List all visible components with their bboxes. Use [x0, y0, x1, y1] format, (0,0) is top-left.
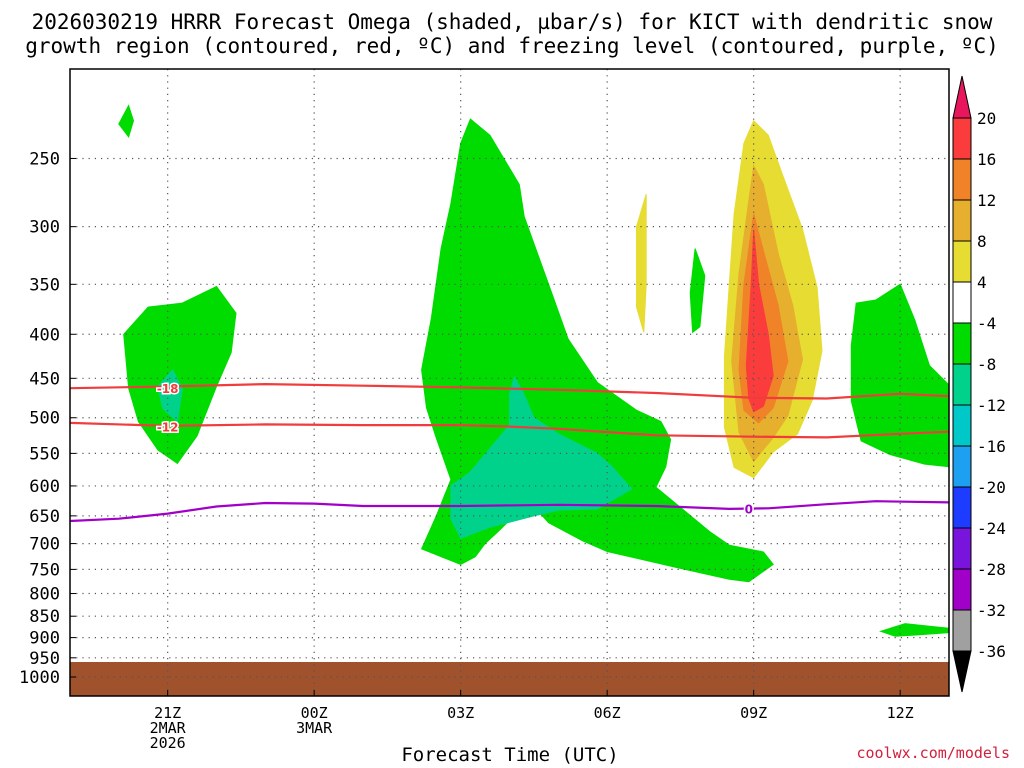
y-tick-label-300: 300	[29, 218, 60, 238]
credit-text: coolwx.com/models	[856, 744, 1010, 762]
colorbar-swatch-9	[952, 486, 972, 529]
colorbar-swatch-3	[952, 240, 972, 283]
y-tick-label-250: 250	[29, 149, 60, 169]
omega-region-6	[157, 369, 183, 423]
colorbar-label-8: -16	[977, 437, 1006, 456]
y-tick-label-800: 800	[29, 585, 60, 605]
chart-title-line-1: 2026030219 HRRR Forecast Omega (shaded, …	[31, 10, 993, 34]
colorbar-swatch-8	[952, 445, 972, 488]
omega-region-5	[878, 623, 949, 637]
x-tick-label-36-0: 12Z	[887, 704, 914, 722]
colorbar-swatch-5	[952, 322, 972, 365]
x-axis-label: Forecast Time (UTC)	[401, 744, 619, 766]
colorbar-label-9: -20	[977, 478, 1006, 497]
colorbar-swatch-7	[952, 404, 972, 447]
colorbar-label-7: -12	[977, 396, 1006, 415]
x-tick-label-24-0: 00Z	[301, 704, 328, 722]
x-tick-label-33-0: 09Z	[740, 704, 767, 722]
y-tick-label-600: 600	[29, 477, 60, 497]
contour-line--18	[70, 382, 949, 400]
colorbar-top-arrow	[952, 75, 972, 119]
colorbar-label-10: -24	[977, 519, 1006, 538]
y-tick-label-450: 450	[29, 369, 60, 389]
y-axis: 2503003504004505005506006507007508008509…	[19, 149, 76, 688]
x-tick-label-21-0: 21Z	[154, 704, 181, 722]
chart-title-line-2: growth region (contoured, red, ºC) and f…	[25, 34, 999, 58]
colorbar-swatch-6	[952, 363, 972, 406]
colorbar-swatch-0	[952, 117, 972, 160]
contour-lines: -18 -12 0	[70, 380, 949, 523]
omega-region-12	[745, 230, 774, 413]
contour-label--12: -12	[157, 420, 179, 434]
colorbar-label-0: 20	[977, 109, 996, 128]
y-tick-label-500: 500	[29, 409, 60, 429]
colorbar-swatch-12	[952, 609, 972, 652]
contour-line--12	[70, 421, 949, 439]
colorbar-label-4: 4	[977, 273, 987, 292]
y-tick-label-950: 950	[29, 649, 60, 669]
x-tick-label-24-1: 3MAR	[296, 719, 333, 737]
colorbar-bottom-arrow	[952, 650, 972, 693]
colorbar-label-6: -8	[977, 355, 996, 374]
plot-frame	[69, 68, 950, 697]
y-tick-label-700: 700	[29, 535, 60, 555]
colorbar-label-13: -36	[977, 642, 1006, 661]
x-tick-label-30-0: 06Z	[594, 704, 621, 722]
colorbar-label-12: -32	[977, 601, 1006, 620]
x-tick-label-21-1: 2MAR	[150, 719, 187, 737]
omega-region-4	[850, 283, 949, 468]
x-tick-label-21-2: 2026	[150, 734, 186, 752]
colorbar-swatch-2	[952, 199, 972, 242]
colorbar-label-1: 16	[977, 150, 996, 169]
colorbar-swatch-4	[952, 281, 972, 324]
y-tick-label-850: 850	[29, 607, 60, 627]
y-tick-label-650: 650	[29, 507, 60, 527]
y-tick-label-900: 900	[29, 629, 60, 649]
colorbar: 20 16 12 8 4 -4 -8 -12 -16 -20 -24 -28 -32 -36	[952, 75, 1006, 693]
colorbar-label-3: 8	[977, 232, 987, 251]
y-tick-label-1000: 1000	[19, 668, 60, 688]
colorbar-swatch-10	[952, 527, 972, 570]
contour-label-0: 0	[745, 502, 753, 516]
y-tick-label-400: 400	[29, 325, 60, 345]
omega-shading	[118, 104, 949, 637]
contour-line-0	[70, 500, 949, 523]
omega-region-8	[636, 193, 647, 333]
omega-region-1	[123, 285, 237, 465]
y-tick-label-750: 750	[29, 560, 60, 580]
x-tick-label-27-0: 03Z	[447, 704, 474, 722]
omega-region-3	[689, 248, 706, 334]
y-tick-label-550: 550	[29, 444, 60, 464]
colorbar-label-5: -4	[977, 314, 996, 333]
omega-region-0	[118, 104, 135, 138]
ground-surface	[70, 662, 949, 696]
contour-label--18: -18	[157, 382, 179, 396]
grid-lines	[70, 69, 949, 696]
colorbar-swatch-11	[952, 568, 972, 611]
colorbar-swatch-1	[952, 158, 972, 201]
colorbar-label-2: 12	[977, 191, 996, 210]
colorbar-label-11: -28	[977, 560, 1006, 579]
y-tick-label-350: 350	[29, 275, 60, 295]
